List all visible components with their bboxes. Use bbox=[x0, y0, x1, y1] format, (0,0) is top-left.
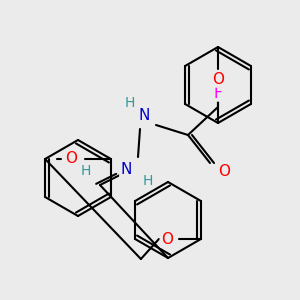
Text: O: O bbox=[65, 152, 77, 166]
Text: O: O bbox=[161, 232, 173, 247]
Text: H: H bbox=[81, 164, 91, 178]
Text: O: O bbox=[218, 164, 230, 178]
Text: H: H bbox=[125, 96, 135, 110]
Text: O: O bbox=[212, 71, 224, 86]
Text: F: F bbox=[214, 85, 222, 100]
Text: H: H bbox=[143, 174, 153, 188]
Text: N: N bbox=[120, 161, 132, 176]
Text: N: N bbox=[138, 107, 150, 122]
